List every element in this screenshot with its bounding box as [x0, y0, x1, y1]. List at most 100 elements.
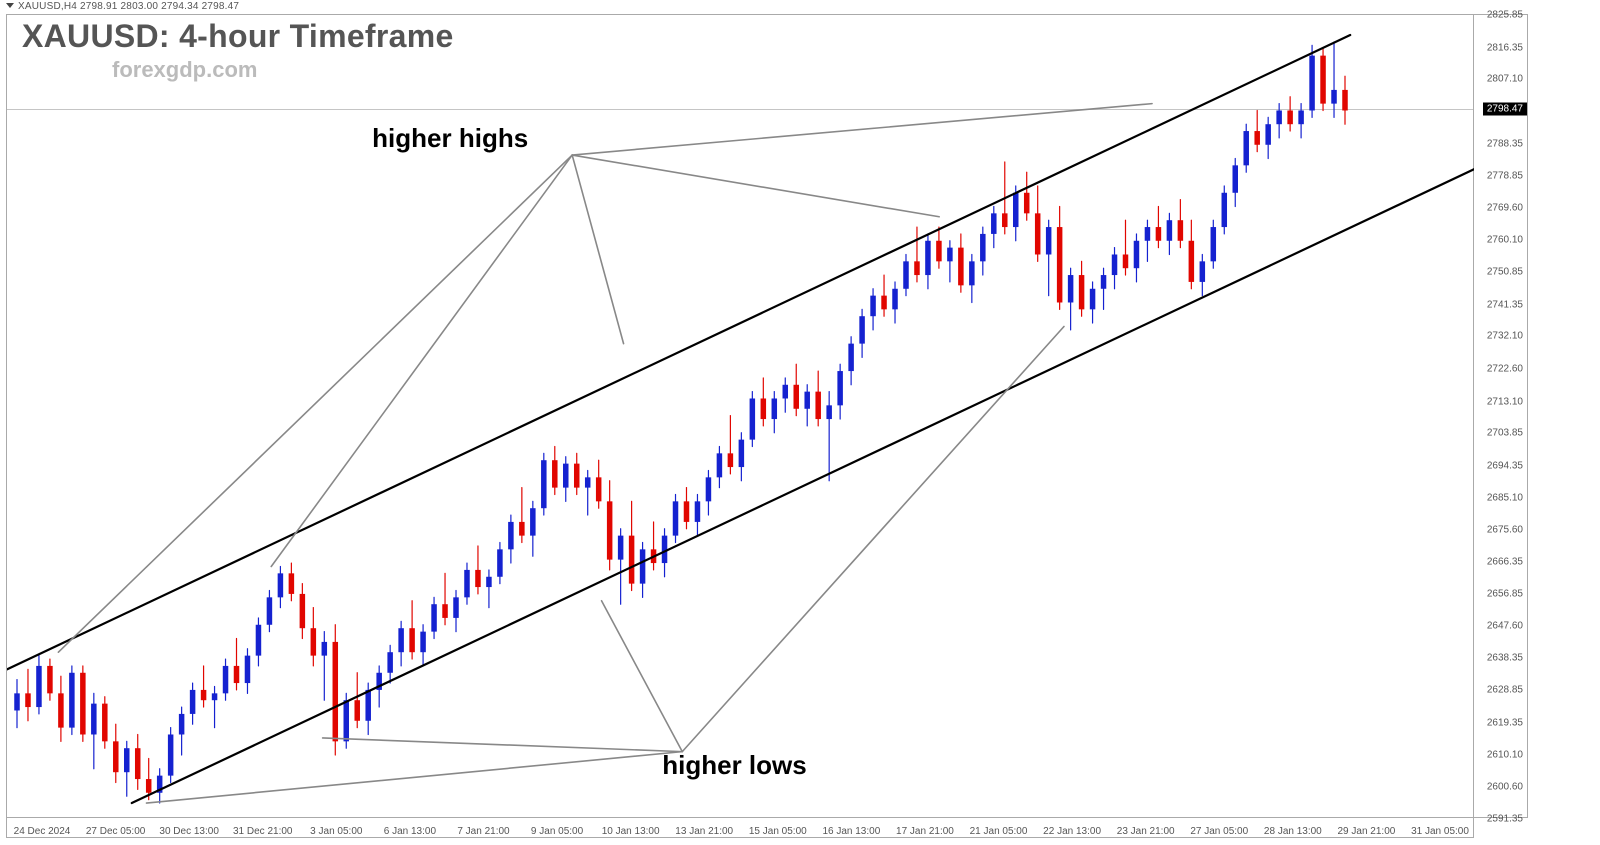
candle-body	[1013, 193, 1019, 227]
candle-body	[662, 536, 668, 563]
candle-body	[574, 464, 580, 488]
x-tick: 28 Jan 13:00	[1264, 826, 1322, 837]
candle-body	[1079, 275, 1085, 309]
candle-body	[870, 296, 876, 317]
candle-body	[541, 460, 547, 508]
candle-body	[497, 549, 503, 576]
candle-body	[398, 628, 404, 652]
y-tick: 2741.35	[1487, 299, 1523, 310]
candle-body	[519, 522, 525, 536]
candle-body	[289, 573, 295, 594]
candle-body	[1123, 254, 1129, 268]
candle-body	[442, 604, 448, 618]
candle-body	[47, 666, 53, 693]
candle-body	[892, 289, 898, 310]
y-tick: 2619.35	[1487, 718, 1523, 729]
x-tick: 6 Jan 13:00	[384, 826, 436, 837]
x-tick: 7 Jan 21:00	[457, 826, 509, 837]
candle-body	[1068, 275, 1074, 302]
candle-body	[1298, 110, 1304, 124]
y-tick: 2703.85	[1487, 428, 1523, 439]
candle-body	[903, 261, 909, 288]
x-tick: 27 Jan 05:00	[1190, 826, 1248, 837]
candle-body	[212, 693, 218, 700]
x-tick: 3 Jan 05:00	[310, 826, 362, 837]
candle-body	[322, 642, 328, 656]
candle-body	[1254, 131, 1260, 145]
candle-body	[354, 700, 360, 721]
candle-body	[1035, 213, 1041, 254]
candle-body	[596, 477, 602, 501]
candle-body	[1145, 227, 1151, 241]
candle-body	[201, 690, 207, 700]
candle-body	[234, 666, 240, 683]
candle-body	[750, 398, 756, 439]
candle-body	[179, 714, 185, 735]
candle-body	[333, 642, 339, 741]
candle-body	[1189, 241, 1195, 282]
candle-body	[552, 460, 558, 487]
annotation-higher-highs: higher highs	[372, 123, 528, 154]
candle-body	[815, 392, 821, 419]
candle-body	[278, 573, 284, 597]
y-tick: 2591.35	[1487, 814, 1523, 825]
candle-body	[223, 666, 229, 693]
x-tick: 23 Jan 21:00	[1117, 826, 1175, 837]
chart-root: XAUUSD,H4 2798.91 2803.00 2794.34 2798.4…	[0, 0, 1600, 845]
candle-body	[1024, 193, 1030, 214]
candle-body	[508, 522, 513, 549]
candle-body	[925, 241, 931, 275]
candle-body	[420, 632, 426, 653]
y-tick: 2722.60	[1487, 364, 1523, 375]
candle-body	[1156, 227, 1162, 241]
candle-body	[475, 570, 481, 587]
candle-body	[431, 604, 437, 631]
candle-body	[113, 741, 119, 772]
candle-body	[91, 704, 97, 735]
candle-body	[365, 690, 371, 721]
candle-body	[980, 234, 986, 261]
annotation-line	[572, 155, 623, 344]
x-tick: 24 Dec 2024	[14, 826, 71, 837]
candle-body	[684, 501, 690, 522]
x-tick: 22 Jan 13:00	[1043, 826, 1101, 837]
x-tick: 29 Jan 21:00	[1337, 826, 1395, 837]
candle-body	[409, 628, 415, 652]
candle-body	[728, 453, 734, 467]
candle-body	[36, 666, 42, 707]
y-axis: 2798.47 2591.352600.602610.102619.352628…	[1474, 14, 1528, 818]
y-tick: 2816.35	[1487, 42, 1523, 53]
y-tick: 2694.35	[1487, 460, 1523, 471]
candle-body	[947, 248, 953, 262]
candle-body	[530, 508, 536, 535]
x-tick: 10 Jan 13:00	[602, 826, 660, 837]
y-tick: 2675.60	[1487, 525, 1523, 536]
x-tick: 31 Dec 21:00	[233, 826, 293, 837]
annotation-line	[323, 738, 683, 752]
x-tick: 16 Jan 13:00	[822, 826, 880, 837]
candle-body	[1287, 110, 1293, 124]
y-tick: 2685.10	[1487, 492, 1523, 503]
y-tick: 2656.85	[1487, 589, 1523, 600]
candle-body	[585, 477, 591, 487]
candle-body	[256, 625, 261, 656]
y-tick: 2760.10	[1487, 235, 1523, 246]
y-tick: 2638.35	[1487, 652, 1523, 663]
x-tick: 30 Dec 13:00	[159, 826, 219, 837]
candle-body	[618, 536, 624, 560]
annotation-line	[572, 155, 939, 217]
candle-body	[300, 594, 306, 628]
candle-body	[1057, 227, 1063, 302]
candle-body	[80, 673, 86, 735]
candle-body	[739, 440, 745, 467]
y-tick: 2666.35	[1487, 556, 1523, 567]
candle-body	[958, 248, 964, 286]
plot-area[interactable]: higher highs higher lows	[6, 14, 1474, 818]
candle-body	[453, 597, 459, 618]
channel-upper	[7, 35, 1350, 669]
instrument-strip: XAUUSD,H4 2798.91 2803.00 2794.34 2798.4…	[0, 0, 239, 14]
candle-body	[146, 779, 152, 793]
candle-body	[914, 261, 920, 275]
current-price-tag: 2798.47	[1483, 102, 1527, 115]
candle-body	[761, 398, 767, 419]
